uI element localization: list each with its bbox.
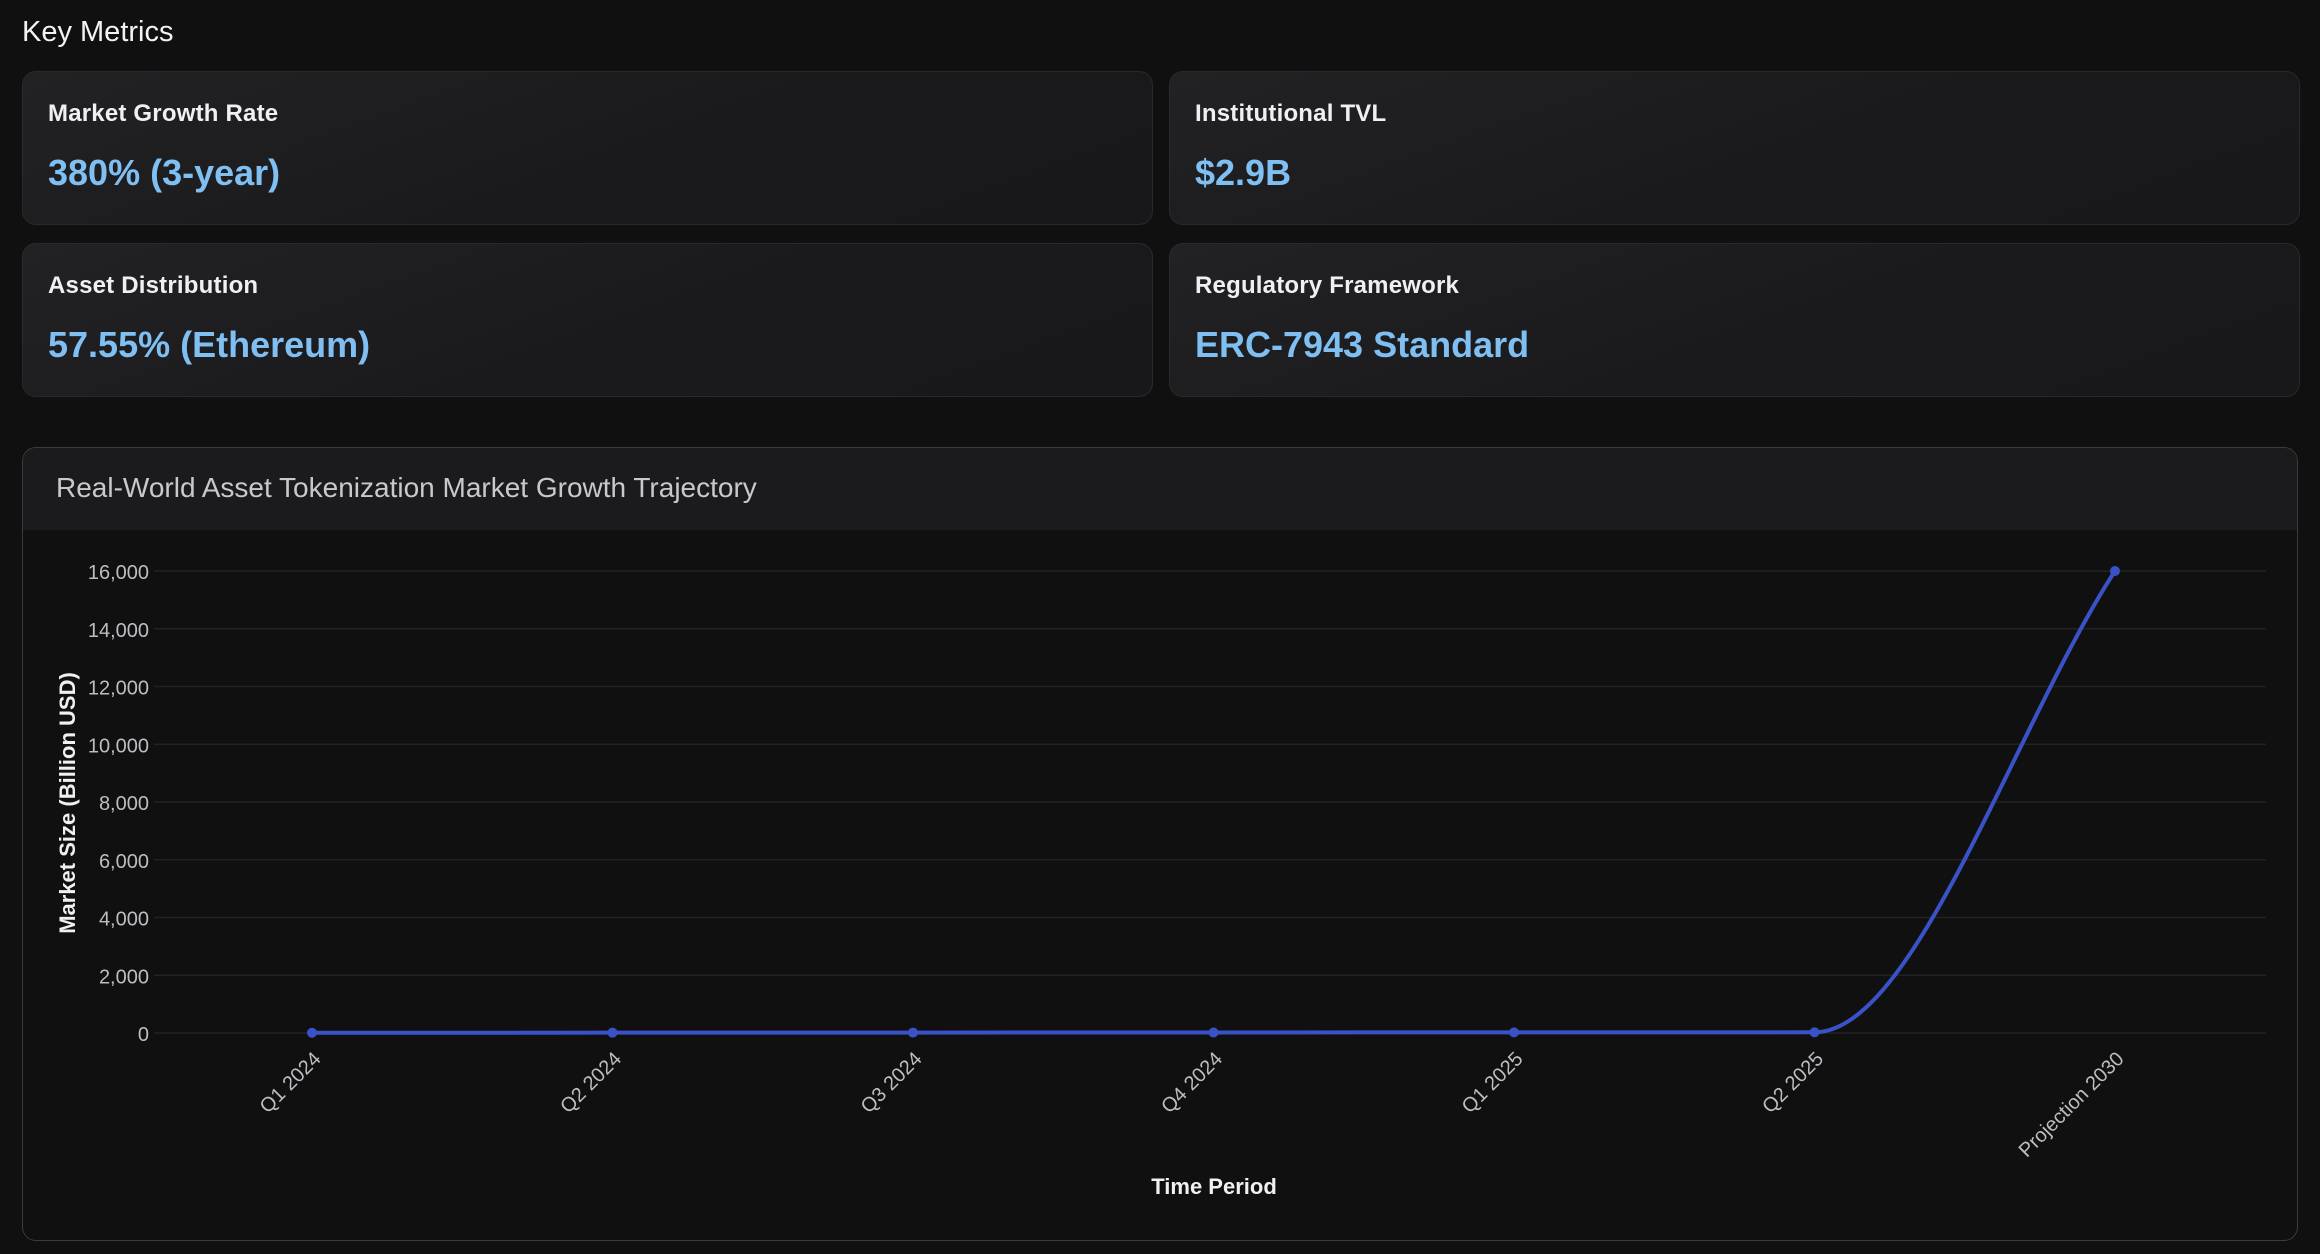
data-point[interactable] (2110, 566, 2120, 576)
metric-label: Institutional TVL (1195, 100, 1387, 127)
chart-panel: Real-World Asset Tokenization Market Gro… (22, 447, 2298, 1241)
x-tick-label: Q2 2025 (1758, 1048, 1828, 1118)
data-point[interactable] (908, 1027, 918, 1038)
data-point[interactable] (1509, 1027, 1519, 1038)
metric-card-regulatory-framework: Regulatory Framework ERC-7943 Standard (1169, 243, 2300, 397)
line-chart: 0 2,000 4,000 6,000 8,000 10,000 12,000 14,000 1… (55, 562, 2266, 1199)
x-axis-label: Time Period (1151, 1174, 1277, 1199)
data-point[interactable] (607, 1027, 618, 1038)
y-tick-label: 6,000 (99, 851, 149, 873)
metric-value: ERC-7943 Standard (1195, 324, 1530, 365)
y-tick-label: 10,000 (88, 735, 149, 757)
metric-value: 57.55% (Ethereum) (48, 324, 371, 365)
data-point[interactable] (1208, 1027, 1219, 1038)
metric-card-institutional-tvl: Institutional TVL $2.9B (1169, 71, 2300, 225)
x-tick-label: Q4 2024 (1157, 1048, 1227, 1118)
y-tick-label: 12,000 (88, 678, 149, 700)
x-tick-label: Projection 2030 (2015, 1048, 2129, 1162)
y-axis-label: Market Size (Billion USD) (55, 672, 80, 934)
metrics-grid: Market Growth Rate 380% (3-year) Institu… (22, 71, 2300, 397)
metric-card-asset-distribution: Asset Distribution 57.55% (Ethereum) (22, 243, 1153, 397)
x-tick-label: Q1 2025 (1458, 1048, 1528, 1118)
y-axis-ticks: 0 2,000 4,000 6,000 8,000 10,000 12,000 14,000 1… (88, 562, 149, 1046)
x-tick-label: Q1 2024 (256, 1048, 326, 1118)
metric-value: $2.9B (1195, 152, 1292, 193)
x-tick-label: Q3 2024 (857, 1048, 927, 1118)
chart-title: Real-World Asset Tokenization Market Gro… (23, 448, 2297, 530)
x-tick-label: Q2 2024 (556, 1048, 626, 1118)
y-tick-label: 8,000 (99, 793, 149, 815)
section-title: Key Metrics (22, 16, 174, 48)
metric-label: Market Growth Rate (48, 100, 279, 127)
data-points (307, 566, 2120, 1038)
metric-label: Asset Distribution (48, 272, 259, 299)
y-tick-label: 0 (138, 1024, 149, 1046)
y-tick-label: 2,000 (99, 966, 149, 988)
metric-label: Regulatory Framework (1195, 272, 1460, 299)
metric-card-growth-rate: Market Growth Rate 380% (3-year) (22, 71, 1153, 225)
data-point[interactable] (1809, 1027, 1820, 1038)
y-tick-label: 14,000 (88, 620, 149, 642)
x-axis-ticks: Q1 2024 Q2 2024 Q3 2024 Q4 2024 Q1 2025 Q2 20… (256, 1048, 2129, 1162)
y-tick-label: 4,000 (99, 909, 149, 931)
metric-value: 380% (3-year) (48, 152, 281, 193)
chart-grid (154, 570, 2266, 1034)
y-tick-label: 16,000 (88, 562, 149, 584)
data-point[interactable] (307, 1027, 317, 1038)
